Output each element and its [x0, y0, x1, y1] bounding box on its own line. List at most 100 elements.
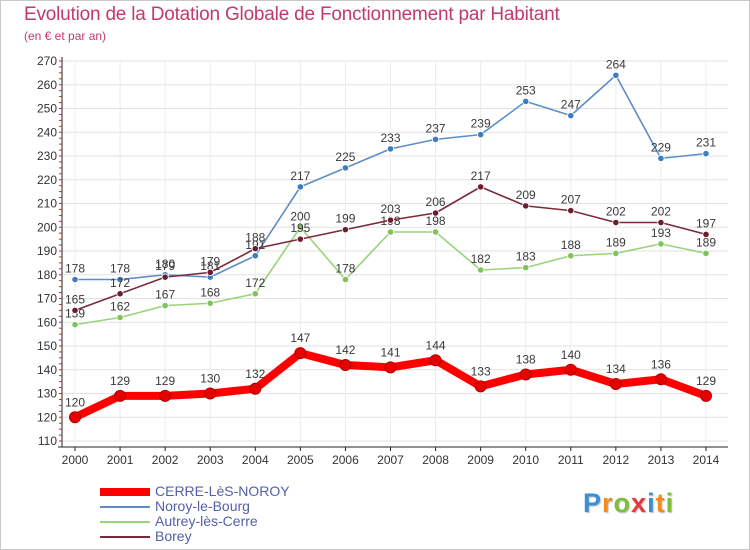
proxiti-logo: Proxiti	[583, 488, 675, 518]
data-point	[206, 299, 214, 307]
data-label: 197	[696, 216, 716, 230]
data-label: 180	[155, 257, 175, 271]
y-tick-label: 170	[37, 292, 57, 306]
data-point	[249, 382, 262, 395]
x-tick-label: 2009	[467, 453, 494, 467]
data-point	[116, 275, 124, 284]
data-label: 253	[516, 83, 536, 97]
y-tick-label: 110	[38, 434, 57, 448]
data-point	[567, 207, 575, 215]
data-label: 209	[516, 188, 536, 202]
y-tick-label: 220	[37, 173, 57, 187]
data-label: 189	[606, 235, 626, 249]
data-label: 172	[110, 276, 130, 290]
data-point	[612, 218, 620, 227]
data-label: 217	[471, 169, 491, 183]
data-label: 202	[606, 205, 626, 219]
legend-item: Autrey-lès-Cerre	[100, 514, 360, 529]
data-point	[341, 275, 350, 284]
y-tick-label: 120	[37, 410, 57, 424]
data-point	[567, 252, 575, 260]
data-label: 142	[335, 343, 355, 357]
data-point	[341, 164, 350, 172]
data-point	[69, 411, 81, 424]
data-point	[339, 359, 352, 371]
data-point	[612, 71, 620, 79]
data-point	[296, 223, 304, 231]
y-tick-label: 240	[37, 125, 57, 139]
data-label: 140	[561, 348, 581, 362]
data-point	[567, 112, 575, 120]
data-point	[386, 216, 395, 224]
data-point	[522, 264, 530, 272]
data-point	[386, 228, 395, 236]
data-point	[431, 228, 440, 236]
data-label: 138	[516, 353, 536, 367]
data-label: 202	[651, 205, 671, 219]
x-tick-label: 2008	[422, 453, 449, 467]
data-point	[251, 252, 259, 260]
data-point	[474, 380, 487, 393]
x-tick-label: 2014	[693, 453, 720, 467]
data-point	[386, 145, 395, 153]
y-tick-label: 150	[37, 339, 57, 353]
data-point	[654, 373, 667, 386]
data-label: 195	[290, 221, 310, 235]
legend-label: Noroy-le-Bourg	[155, 498, 250, 514]
data-label: 188	[561, 238, 581, 252]
data-label: 178	[335, 262, 355, 276]
data-label: 136	[651, 357, 671, 371]
data-point	[477, 183, 485, 191]
data-point	[296, 183, 304, 191]
data-point	[477, 131, 485, 139]
y-tick-label: 210	[37, 197, 57, 211]
chart-legend: CERRE-LèS-NOROY Noroy-le-Bourg Autrey-lès-…	[100, 484, 360, 544]
data-label: 189	[696, 235, 716, 249]
data-point	[71, 275, 79, 284]
chart-subtitle: (en € et par an)	[24, 29, 107, 43]
data-point	[612, 249, 620, 257]
data-point	[251, 245, 259, 253]
y-tick-label: 250	[37, 102, 57, 116]
data-label: 237	[426, 121, 446, 135]
data-label: 193	[651, 226, 671, 240]
data-label: 178	[65, 262, 85, 276]
y-tick-label: 270	[37, 54, 57, 68]
x-tick-label: 2013	[648, 453, 675, 467]
y-tick-label: 140	[37, 363, 57, 377]
data-point	[702, 230, 710, 238]
x-tick-label: 2012	[603, 453, 630, 467]
data-point	[206, 268, 214, 276]
data-label: 178	[110, 262, 130, 276]
data-label: 162	[110, 300, 130, 314]
data-label: 172	[245, 276, 265, 290]
data-point	[251, 290, 259, 298]
data-label: 132	[245, 367, 265, 381]
legend-item: Borey	[100, 529, 360, 544]
data-label: 183	[516, 250, 536, 264]
data-label: 147	[290, 331, 310, 345]
data-label: 129	[696, 374, 716, 388]
data-point	[294, 347, 307, 360]
data-label: 203	[380, 202, 400, 216]
data-point	[657, 240, 665, 248]
legend-swatch	[100, 506, 150, 508]
data-point	[564, 363, 577, 376]
legend-label: Borey	[155, 528, 192, 544]
data-label: 120	[65, 395, 85, 409]
y-tick-label: 200	[37, 220, 57, 234]
data-point	[71, 321, 79, 329]
legend-swatch	[100, 521, 150, 523]
x-tick-label: 2007	[377, 453, 404, 467]
data-label: 134	[606, 362, 626, 376]
data-point	[477, 266, 485, 274]
data-label: 264	[606, 57, 626, 71]
y-tick-label: 160	[37, 315, 57, 329]
data-point	[431, 135, 440, 143]
data-point	[702, 150, 710, 158]
y-tick-label: 260	[37, 78, 57, 92]
x-tick-label: 2002	[152, 453, 179, 467]
data-point	[384, 361, 397, 374]
data-label: 207	[561, 193, 581, 207]
data-point	[341, 226, 350, 234]
